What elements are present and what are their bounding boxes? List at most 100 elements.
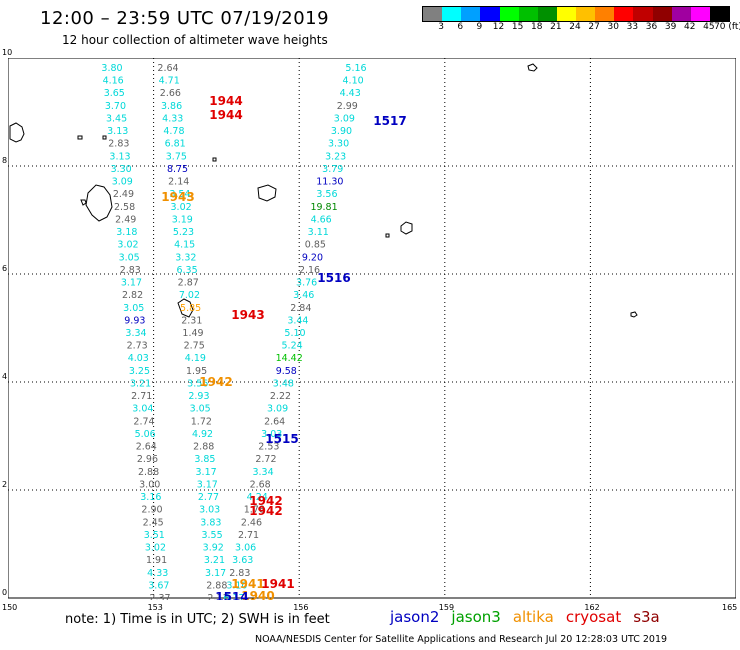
colorbar-swatch: [499, 7, 519, 21]
swh-value-label: 3.17: [205, 568, 226, 579]
x-axis-tick-label: 159: [438, 603, 455, 612]
swh-value-label: 3.18: [116, 227, 137, 238]
legend-item-jason2: jason2: [390, 608, 440, 626]
swh-value-label: 3.17: [197, 479, 218, 490]
x-axis-tick-label: 153: [147, 603, 163, 612]
swh-value-label: 2.31: [181, 315, 202, 326]
swh-value-label: 3.00: [139, 479, 160, 490]
pass-time-label: 1943: [161, 190, 194, 204]
swh-value-label: 3.34: [125, 328, 146, 339]
colorbar-swatch: [595, 7, 615, 21]
swh-value-label: 3.85: [194, 454, 215, 465]
swh-value-label: 3.09: [334, 113, 355, 124]
swh-value-label: 2.11: [207, 593, 228, 600]
island-7: [212, 157, 217, 162]
swh-value-label: 5.23: [173, 227, 194, 238]
pass-time-label: 1941: [231, 577, 264, 591]
swh-value-label: 3.09: [267, 404, 288, 415]
swh-value-label: 3.17: [196, 467, 217, 478]
swh-value-label: 2.64: [136, 442, 157, 453]
swh-value-label: 4.24: [247, 492, 268, 503]
map-plot: 3.80 4.16 3.65 3.70 3.45 3.13 2.83 3.13 3.30 3.09…: [2, 48, 737, 612]
swh-value-label: 4.33: [147, 568, 168, 579]
swh-value-label: 2.88: [193, 442, 214, 453]
colorbar: [422, 6, 730, 22]
pass-time-label: 1944: [209, 108, 242, 122]
swh-value-label: 2.53: [258, 442, 279, 453]
swh-value-label: 9.20: [302, 252, 323, 263]
swh-value-label: 4.03: [128, 353, 149, 364]
credit-line: NOAA/NESDIS Center for Satellite Applica…: [255, 634, 668, 645]
pass-labels: 1944194419431943194219421942194119411940…: [161, 94, 406, 600]
pass-time-label: 1515: [265, 432, 298, 446]
swh-value-label: 2.88: [206, 580, 227, 591]
swh-value-label: 4.78: [163, 126, 184, 137]
swh-value-label: 1.95: [186, 366, 207, 377]
swh-value-label: 4.16: [103, 76, 124, 87]
swh-value-label: 5.06: [135, 429, 156, 440]
swh-value-label: 9.93: [124, 315, 145, 326]
swh-value-label: 3.02: [171, 202, 192, 213]
island-6: [257, 184, 277, 202]
swh-value-label: 3.55: [201, 530, 222, 541]
swh-value-label: 2.73: [127, 341, 148, 352]
colorbar-swatch: [614, 7, 634, 21]
swh-value-label: 3.67: [148, 580, 169, 591]
swh-value-label: 4.33: [162, 113, 183, 124]
swh-value-label: 3.05: [190, 404, 211, 415]
swh-value-label: 3.09: [112, 177, 133, 188]
colorbar-swatch: [518, 7, 538, 21]
swh-value-label: 2.90: [141, 505, 162, 516]
swh-value-label: 3.79: [322, 164, 343, 175]
y-axis-tick-label: 10: [2, 48, 13, 57]
colorbar-tick-label: 12: [492, 22, 505, 32]
swh-value-label: 3.76: [296, 278, 317, 289]
swh-value-label: 0.85: [305, 240, 326, 251]
swh-value-label: 1.72: [191, 416, 212, 427]
map-canvas: 3.804.163.653.703.453.132.833.133.303.09…: [8, 58, 736, 600]
swh-value-label: 4.19: [185, 353, 206, 364]
colorbar-swatch: [652, 7, 672, 21]
swh-value-label: 3.06: [235, 543, 256, 554]
y-axis-tick-label: 6: [2, 264, 8, 273]
swh-value-label: 3.17: [121, 278, 142, 289]
swh-value-label: 3.05: [119, 252, 140, 263]
swh-value-label: 2.96: [137, 454, 158, 465]
swh-value-label: 5.10: [284, 328, 305, 339]
island-12: [630, 311, 638, 318]
colorbar-swatch: [423, 7, 443, 21]
swh-value-label: 3.54: [169, 189, 190, 200]
swh-value-label: 5.85: [180, 303, 201, 314]
colorbar-tick-label: 6: [457, 22, 464, 32]
x-axis-tick-label: 162: [584, 603, 600, 612]
grid-lines: [8, 58, 736, 598]
plot-frame: [8, 58, 736, 599]
island-8: [400, 221, 413, 235]
pass-time-label: 1517: [373, 114, 406, 128]
swh-value-label: 3.45: [106, 113, 127, 124]
swh-value-label: 2.49: [113, 189, 134, 200]
colorbar-swatch: [671, 7, 691, 21]
swh-value-label: 3.63: [232, 555, 253, 566]
swh-value-label: 2.58: [114, 202, 135, 213]
colorbar-tick-label: 18: [531, 22, 543, 32]
swh-value-label: 3.51: [144, 530, 165, 541]
swh-value-label: 3.30: [328, 139, 349, 150]
swh-value-label: 4.43: [340, 88, 361, 99]
swh-value-label: 2.49: [115, 214, 136, 225]
y-axis-tick-label: 8: [2, 156, 8, 165]
swh-value-label: 3.90: [331, 126, 352, 137]
island-2: [77, 135, 83, 140]
swh-value-label: 2.66: [160, 88, 181, 99]
swh-value-label: 3.34: [252, 467, 273, 478]
swh-value-label: 4.10: [343, 76, 364, 87]
colorbar-swatch: [709, 7, 729, 21]
colorbar-tick-label: 27: [588, 22, 600, 32]
swh-value-label: 3.80: [101, 63, 122, 74]
swh-value-label: 2.16: [299, 265, 320, 276]
island-10: [177, 298, 194, 318]
swh-value-label: 2.83: [120, 265, 141, 276]
swh-value-label: 3.03: [261, 429, 282, 440]
swh-value-label: 2.83: [229, 568, 250, 579]
swh-value-label: 3.56: [316, 189, 337, 200]
